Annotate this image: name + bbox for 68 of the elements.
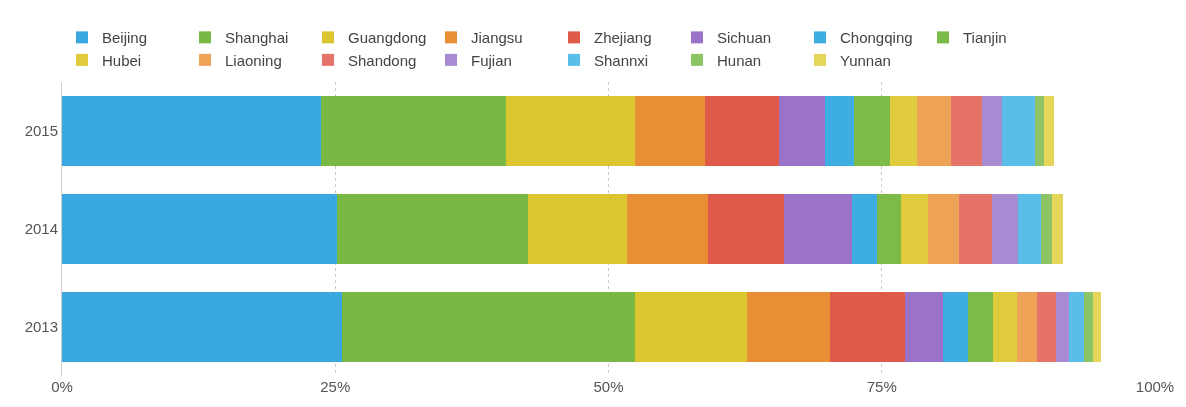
x-tick-label: 0%	[51, 378, 73, 395]
bar	[747, 291, 831, 363]
bar	[927, 193, 960, 265]
x-tick-label: 50%	[593, 378, 624, 395]
legend-label: Hunan	[717, 51, 762, 69]
legend-label: Sichuan	[717, 29, 772, 47]
bar	[1092, 291, 1102, 363]
y-tick-label: 2015	[24, 122, 58, 140]
bar	[337, 193, 528, 265]
bar	[824, 95, 855, 167]
bar	[852, 193, 878, 265]
x-tick-label: 25%	[320, 378, 351, 395]
y-tick-label: 2013	[24, 318, 58, 336]
y-tick-label: 2014	[24, 220, 58, 238]
bar	[916, 95, 951, 167]
bar	[1018, 193, 1042, 265]
legend-label: Guangdong	[348, 29, 427, 47]
bar	[779, 95, 825, 167]
legend-label: Fujian	[471, 51, 512, 69]
bar	[1055, 291, 1069, 363]
bar	[62, 95, 322, 167]
bar	[707, 193, 785, 265]
bar	[968, 291, 994, 363]
bar	[982, 95, 1002, 167]
legend-label: Zhejiang	[594, 29, 652, 47]
bar	[1034, 95, 1044, 167]
legend-label: Shannxi	[594, 51, 649, 69]
bar	[1041, 193, 1053, 265]
legend-label: Chongqing	[840, 29, 913, 47]
x-tick-label: 100%	[1135, 378, 1175, 395]
bar	[854, 95, 891, 167]
bar	[62, 291, 342, 363]
bar	[877, 193, 902, 265]
legend-label: Tianjin	[963, 29, 1007, 47]
bar	[527, 193, 628, 265]
bar	[62, 193, 338, 265]
legend-label: Beijing	[102, 29, 148, 47]
bar	[992, 193, 1019, 265]
bar	[959, 193, 993, 265]
bar	[993, 291, 1018, 363]
bar	[1083, 291, 1093, 363]
bar	[1036, 291, 1056, 363]
bar	[950, 95, 983, 167]
bar	[1052, 193, 1064, 265]
bar	[1017, 291, 1037, 363]
legend-label: Yunnan	[840, 51, 891, 69]
bar	[1043, 95, 1055, 167]
bar	[901, 193, 928, 265]
legend-label: Jiangsu	[471, 29, 523, 47]
legend-label: Liaoning	[225, 51, 282, 69]
bar	[634, 95, 705, 167]
bar	[942, 291, 969, 363]
bar	[634, 291, 748, 363]
bar	[890, 95, 917, 167]
bar	[704, 95, 780, 167]
bar	[784, 193, 853, 265]
bar	[830, 291, 905, 363]
bar	[321, 95, 506, 167]
legend-label: Hubei	[102, 51, 142, 69]
bar	[627, 193, 708, 265]
bar	[904, 291, 943, 363]
bar	[1001, 95, 1035, 167]
legend-label: Shanghai	[225, 29, 289, 47]
bar	[505, 95, 635, 167]
x-tick-label: 75%	[866, 378, 897, 395]
bar	[1068, 291, 1084, 363]
legend-label: Shandong	[348, 51, 417, 69]
bar	[341, 291, 635, 363]
